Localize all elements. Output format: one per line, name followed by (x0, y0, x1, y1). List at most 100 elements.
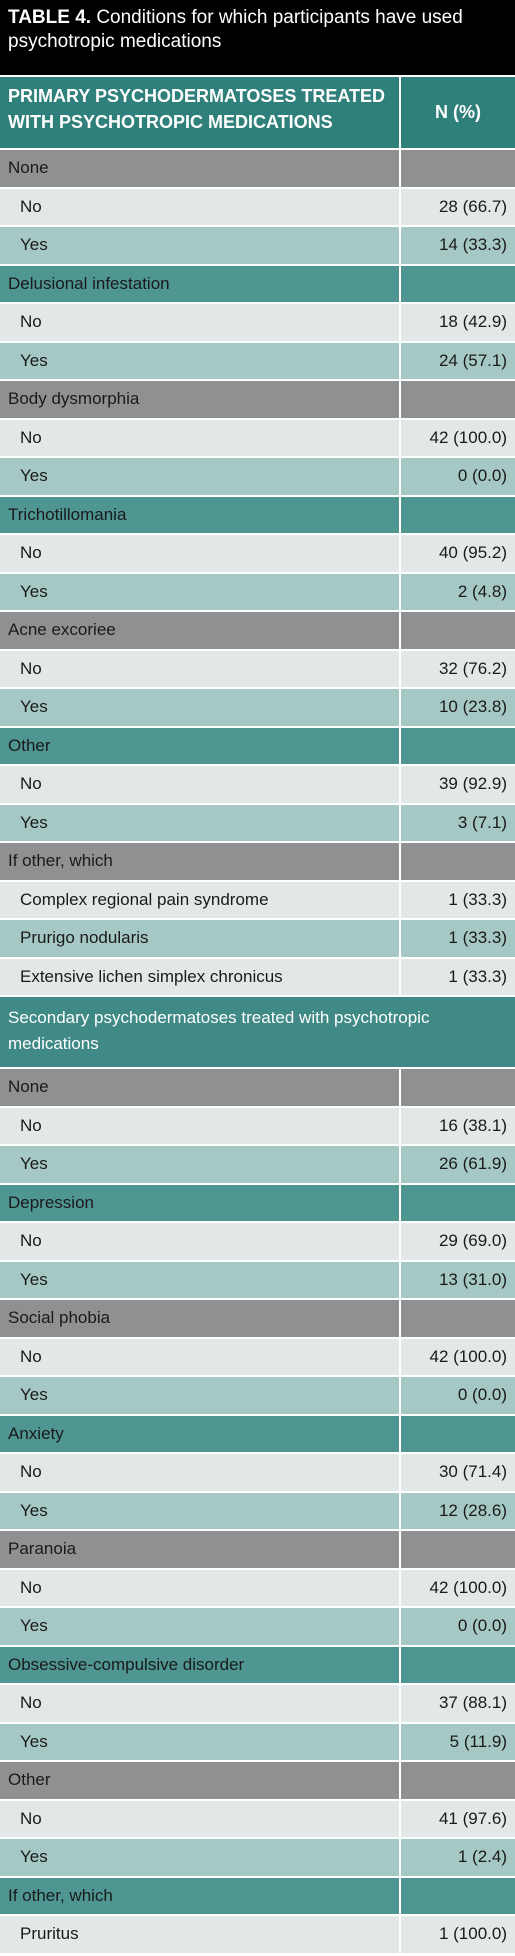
row-value: 24 (57.1) (438, 350, 507, 370)
row-label: No (0, 1223, 401, 1260)
header-cell: PRIMARY PSYCHODERMATOSES TREATED WITH PS… (0, 77, 401, 148)
data-row: Yes 0 (0.0) (0, 456, 515, 495)
group-label: Social phobia (0, 1300, 401, 1337)
row-label: No (0, 1107, 401, 1144)
group-row: Acne excoriee (0, 610, 515, 649)
group-row: Depression (0, 1182, 515, 1221)
row-label: No (0, 1569, 401, 1606)
row-label: Yes (0, 458, 401, 495)
group-label: Trichotillomania (0, 496, 401, 533)
group-label: Anxiety (0, 1415, 401, 1452)
title-label: TABLE 4. (8, 7, 92, 28)
row-value: 1 (33.3) (448, 928, 507, 948)
row-label: Yes (0, 689, 401, 726)
row-value: 42 (100.0) (429, 1346, 508, 1366)
row-label: Complex regional pain syndrome (0, 881, 401, 918)
data-row: Prurigo nodularis 1 (33.3) (0, 918, 515, 957)
empty-cell (401, 1762, 515, 1799)
header-row: PRIMARY PSYCHODERMATOSES TREATED WITH PS… (0, 75, 515, 148)
empty-cell (401, 612, 515, 649)
section-heading: Secondary psychodermatoses treated with … (0, 995, 515, 1067)
data-row: No 37 (88.1) (0, 1683, 515, 1722)
group-row: None (0, 148, 515, 187)
row-label: No (0, 1800, 401, 1837)
empty-cell (401, 1878, 515, 1915)
row-label: No (0, 419, 401, 456)
group-label: Other (0, 727, 401, 764)
group-label: If other, which (0, 1877, 401, 1914)
row-value: 30 (71.4) (438, 1462, 507, 1482)
row-label: Yes (0, 1261, 401, 1298)
row-value: 39 (92.9) (438, 774, 507, 794)
data-row: Yes 0 (0.0) (0, 1375, 515, 1414)
group-label: Other (0, 1762, 401, 1799)
row-label: Yes (0, 804, 401, 841)
data-row: No 39 (92.9) (0, 764, 515, 803)
row-label: Pruritus (0, 1916, 401, 1953)
group-label: Body dysmorphia (0, 381, 401, 418)
group-label: Obsessive-compulsive disorder (0, 1646, 401, 1683)
row-value: 0 (0.0) (457, 1616, 507, 1636)
empty-cell (401, 1416, 515, 1453)
group-row: If other, which (0, 1875, 515, 1915)
group-row: Body dysmorphia (0, 379, 515, 418)
data-row: No 41 (97.6) (0, 1798, 515, 1837)
data-row: No 28 (66.7) (0, 186, 515, 225)
row-label: No (0, 650, 401, 687)
row-label: Yes (0, 1723, 401, 1760)
row-value: 32 (76.2) (438, 658, 507, 678)
data-row: No 40 (95.2) (0, 533, 515, 572)
row-label: Prurigo nodularis (0, 920, 401, 957)
data-row: No 42 (100.0) (0, 1336, 515, 1375)
row-value: 41 (97.6) (438, 1808, 507, 1828)
row-value: 13 (31.0) (438, 1269, 507, 1289)
row-value: 29 (69.0) (438, 1231, 507, 1251)
row-label: Yes (0, 1839, 401, 1876)
row-value: 10 (23.8) (438, 697, 507, 717)
group-label: Paranoia (0, 1531, 401, 1568)
data-row: Yes 3 (7.1) (0, 802, 515, 841)
row-label: Yes (0, 227, 401, 264)
data-row: Yes 12 (28.6) (0, 1490, 515, 1529)
group-row: Trichotillomania (0, 494, 515, 534)
row-value: 28 (66.7) (438, 196, 507, 216)
group-row: Social phobia (0, 1298, 515, 1337)
empty-cell (401, 1531, 515, 1568)
row-value: 5 (11.9) (449, 1731, 507, 1751)
row-label: Yes (0, 342, 401, 379)
data-row: No 32 (76.2) (0, 648, 515, 687)
row-value: 14 (33.3) (438, 235, 507, 255)
row-value: 1 (33.3) (448, 966, 507, 986)
group-label: If other, which (0, 843, 401, 880)
empty-cell (401, 266, 515, 303)
row-label: No (0, 1338, 401, 1375)
empty-cell (401, 381, 515, 418)
row-value: 40 (95.2) (438, 543, 507, 563)
row-value: 1 (2.4) (457, 1847, 507, 1867)
data-row: No 42 (100.0) (0, 1567, 515, 1606)
row-label: Yes (0, 1377, 401, 1414)
group-row: Delusional infestation (0, 263, 515, 303)
data-row: No 29 (69.0) (0, 1221, 515, 1260)
group-row: Anxiety (0, 1413, 515, 1453)
data-row: Yes 5 (11.9) (0, 1721, 515, 1760)
empty-cell (401, 497, 515, 534)
data-row: Yes 2 (4.8) (0, 571, 515, 610)
group-row: If other, which (0, 841, 515, 880)
group-label: Depression (0, 1184, 401, 1221)
header-cell: N (%) (435, 102, 481, 122)
group-label: None (0, 150, 401, 187)
row-label: Yes (0, 1492, 401, 1529)
row-value: 37 (88.1) (438, 1693, 507, 1713)
row-value: 42 (100.0) (429, 1577, 508, 1597)
row-label: No (0, 304, 401, 341)
data-row: Yes 13 (31.0) (0, 1259, 515, 1298)
data-row: Complex regional pain syndrome 1 (33.3) (0, 879, 515, 918)
data-row: Yes 26 (61.9) (0, 1144, 515, 1183)
group-row: Obsessive-compulsive disorder (0, 1644, 515, 1683)
empty-cell (401, 843, 515, 880)
row-value: 1 (100.0) (438, 1924, 507, 1944)
group-row: Paranoia (0, 1529, 515, 1568)
